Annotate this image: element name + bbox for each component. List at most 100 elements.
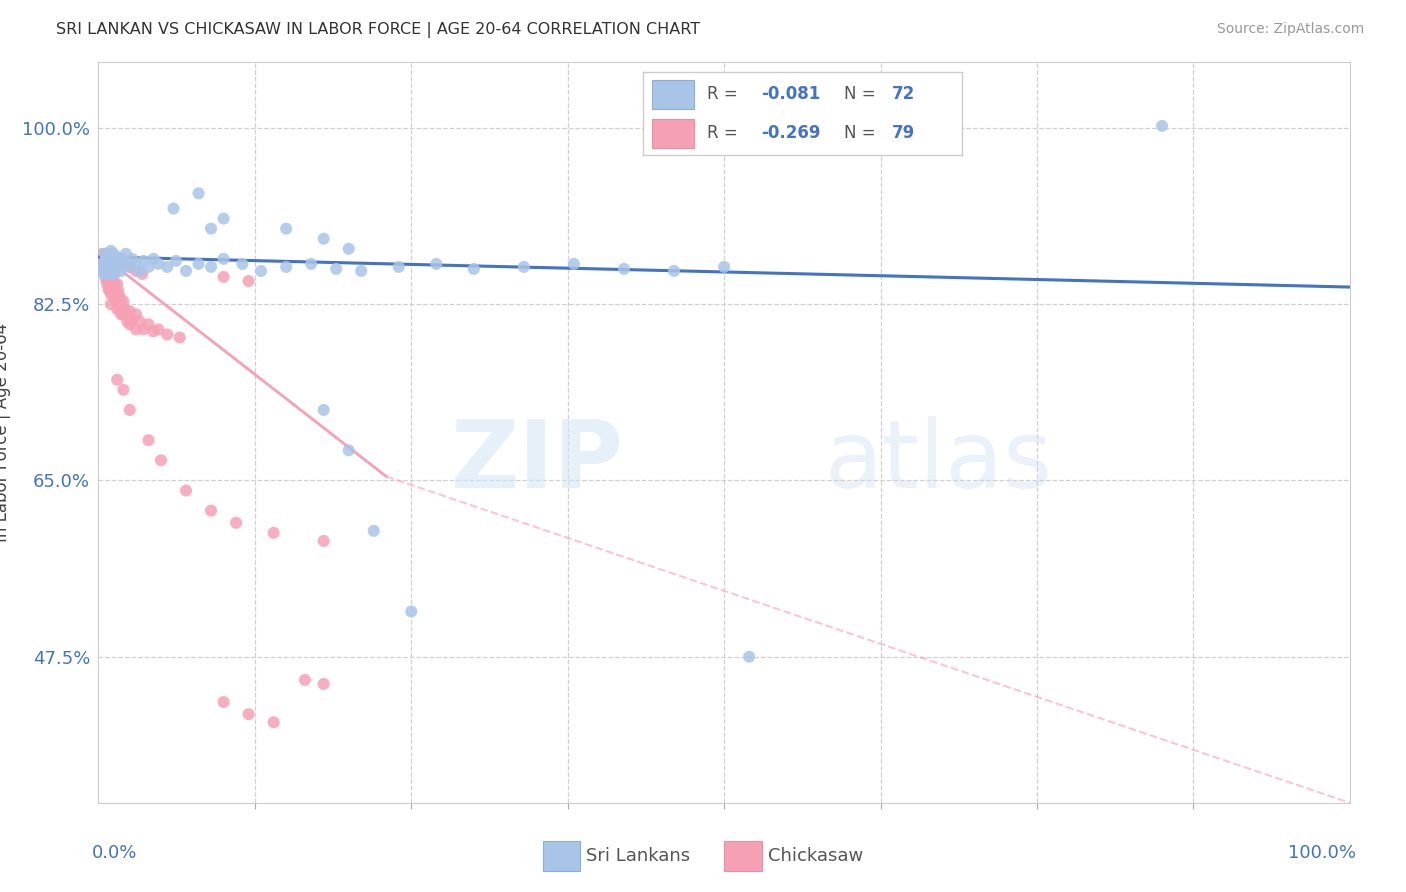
- Point: [138, 260, 160, 274]
- Point: [112, 383, 135, 397]
- Point: [94, 252, 117, 266]
- Point: [105, 277, 128, 291]
- Point: [1150, 119, 1173, 133]
- Point: [713, 260, 735, 274]
- Point: [104, 282, 127, 296]
- Point: [613, 261, 636, 276]
- Point: [105, 373, 128, 387]
- Text: Chickasaw: Chickasaw: [768, 847, 863, 865]
- Point: [96, 267, 118, 281]
- Point: [97, 282, 120, 296]
- Point: [93, 247, 115, 261]
- Point: [118, 403, 141, 417]
- Point: [187, 186, 209, 201]
- Point: [110, 307, 132, 321]
- Point: [107, 297, 129, 311]
- Point: [125, 264, 148, 278]
- Point: [91, 261, 114, 276]
- Point: [337, 443, 360, 458]
- Point: [200, 221, 222, 235]
- Point: [110, 264, 132, 278]
- Point: [98, 264, 121, 278]
- Point: [401, 604, 423, 618]
- Point: [337, 242, 360, 256]
- Point: [128, 264, 150, 278]
- Point: [112, 307, 135, 321]
- Point: [100, 244, 122, 258]
- Point: [513, 260, 536, 274]
- Point: [107, 284, 129, 298]
- Point: [312, 403, 335, 417]
- Point: [93, 260, 115, 274]
- Point: [118, 318, 141, 332]
- Point: [96, 253, 118, 268]
- Point: [103, 260, 125, 274]
- Text: ZIP: ZIP: [451, 417, 624, 508]
- Point: [94, 252, 117, 266]
- Text: 0.0%: 0.0%: [93, 844, 138, 862]
- Point: [148, 257, 170, 271]
- Point: [98, 275, 121, 289]
- Point: [112, 294, 135, 309]
- Point: [96, 277, 118, 291]
- Text: Sri Lankans: Sri Lankans: [586, 847, 690, 865]
- Point: [274, 221, 298, 235]
- FancyBboxPatch shape: [724, 841, 762, 871]
- Point: [115, 307, 138, 321]
- Point: [100, 277, 122, 291]
- Point: [425, 257, 447, 271]
- Point: [212, 695, 235, 709]
- Point: [94, 264, 117, 278]
- Point: [250, 264, 273, 278]
- Point: [105, 250, 128, 264]
- Point: [93, 260, 115, 274]
- Point: [111, 302, 134, 317]
- Point: [212, 211, 235, 226]
- FancyBboxPatch shape: [543, 841, 581, 871]
- Point: [104, 290, 127, 304]
- Text: Source: ZipAtlas.com: Source: ZipAtlas.com: [1216, 22, 1364, 37]
- Point: [104, 267, 127, 281]
- Point: [96, 267, 118, 281]
- Point: [100, 257, 122, 271]
- Point: [174, 483, 197, 498]
- Point: [97, 260, 120, 274]
- Point: [138, 433, 160, 447]
- Point: [104, 294, 127, 309]
- Point: [263, 715, 285, 730]
- Point: [93, 252, 115, 266]
- Point: [108, 302, 131, 317]
- Point: [131, 267, 153, 281]
- Point: [103, 247, 125, 261]
- Point: [96, 253, 118, 268]
- Point: [91, 260, 114, 274]
- Point: [100, 287, 122, 301]
- Point: [100, 267, 122, 281]
- Point: [312, 232, 335, 246]
- Point: [112, 257, 135, 271]
- Point: [118, 260, 141, 274]
- Point: [98, 250, 121, 264]
- Point: [108, 257, 131, 271]
- Point: [169, 330, 191, 344]
- Point: [138, 318, 160, 332]
- Point: [93, 247, 115, 261]
- Point: [114, 302, 136, 317]
- Point: [100, 297, 122, 311]
- Point: [112, 253, 135, 268]
- Point: [125, 257, 148, 271]
- Point: [118, 260, 141, 274]
- Point: [108, 290, 131, 304]
- Point: [174, 264, 197, 278]
- Point: [97, 272, 120, 286]
- Point: [104, 277, 127, 291]
- Point: [662, 264, 685, 278]
- Point: [93, 264, 115, 278]
- Point: [350, 264, 373, 278]
- Point: [93, 267, 115, 281]
- Point: [115, 247, 138, 261]
- Point: [132, 322, 155, 336]
- Point: [105, 260, 128, 274]
- Point: [156, 327, 179, 342]
- Point: [110, 294, 132, 309]
